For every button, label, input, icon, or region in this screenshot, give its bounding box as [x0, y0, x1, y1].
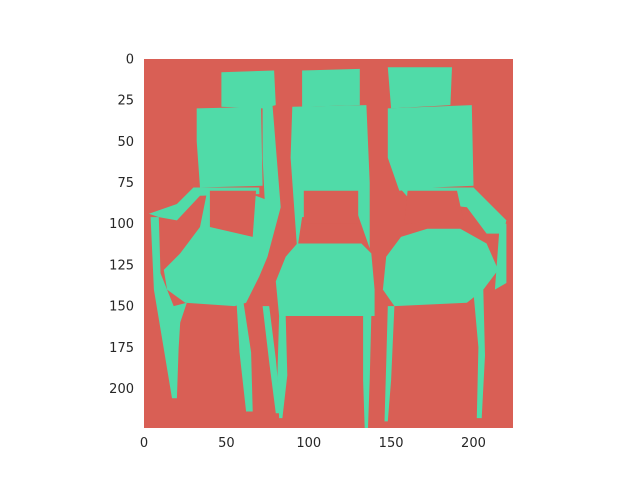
mask-region-left-chair-back-top [221, 70, 276, 109]
x-tick-label: 150 [379, 436, 404, 451]
x-tick-label: 50 [218, 436, 235, 451]
mask-region-middle-chair-back-top [302, 68, 360, 107]
x-tick-label: 0 [140, 436, 148, 451]
mask-region-right-chair-front-leg-l [384, 306, 395, 422]
x-axis: 0 50 100 150 200 [140, 436, 486, 451]
plot-area [144, 59, 513, 428]
y-tick-label: 175 [109, 341, 134, 356]
mask-gap-left-back-gap [209, 190, 256, 237]
mask-region-middle-chair-front-leg-l [277, 316, 288, 419]
x-tick-label: 100 [296, 436, 321, 451]
mask-gap-right-back-gap [404, 190, 464, 224]
y-tick-label: 150 [109, 300, 134, 315]
y-tick-label: 125 [109, 258, 134, 273]
mask-region-middle-chair-front-leg-r [363, 316, 372, 428]
mask-region-left-chair-rear-leg [262, 306, 281, 414]
mask-region-left-chair-arm [148, 187, 260, 221]
y-tick-label: 200 [109, 382, 134, 397]
mask-region-right-chair-seat [382, 228, 499, 307]
y-tick-label: 75 [117, 176, 134, 191]
y-tick-label: 50 [117, 135, 134, 150]
y-tick-label: 0 [126, 53, 134, 68]
mask-region-right-chair-front-leg-r [473, 289, 485, 419]
mask-region-left-chair-back [196, 106, 263, 188]
y-axis: 0 25 50 75 100 125 150 175 200 [109, 53, 134, 397]
y-tick-label: 25 [117, 94, 134, 109]
mask-region-middle-chair-seat [275, 243, 375, 316]
x-tick-label: 200 [461, 436, 486, 451]
mask-region-right-chair-back [387, 105, 474, 191]
mask-region-right-chair-arm-post [494, 223, 507, 290]
y-tick-label: 100 [109, 217, 134, 232]
mask-region-right-chair-back-top [387, 67, 452, 109]
mask-region-left-chair-front-leg-r [236, 297, 253, 412]
mask-region-left-chair-front-leg-l [150, 217, 187, 399]
mask-gap-middle-back-slot [303, 190, 359, 224]
